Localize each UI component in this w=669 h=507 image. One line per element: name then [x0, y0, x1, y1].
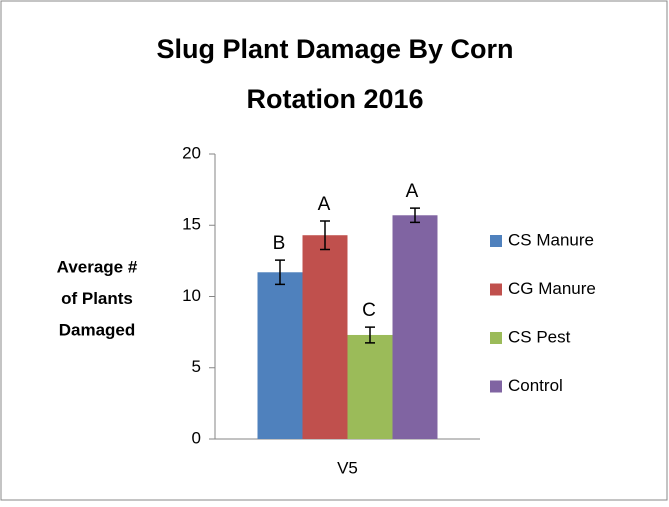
legend-label: CS Manure — [508, 230, 594, 249]
legend-swatch — [490, 380, 502, 393]
y-tick-label: 0 — [192, 428, 201, 447]
y-axis-label: Average # — [57, 257, 138, 276]
y-axis-label: Damaged — [59, 320, 136, 339]
error-bar — [275, 259, 285, 286]
annotation: C — [362, 300, 376, 321]
y-tick-label: 10 — [182, 286, 201, 305]
annotation: A — [406, 181, 419, 202]
y-axis-label: of Plants — [61, 289, 133, 308]
bar — [257, 272, 303, 439]
legend-swatch — [490, 332, 502, 344]
x-tick-label: V5 — [337, 458, 358, 477]
legend-swatch — [490, 283, 502, 296]
bar — [347, 334, 393, 439]
legend-swatch — [490, 235, 502, 247]
chart-title: Rotation 2016 — [246, 84, 423, 114]
y-tick-label: 5 — [192, 357, 201, 376]
error-bar — [365, 326, 375, 344]
chart-title: Slug Plant Damage By Corn — [156, 34, 513, 64]
error-bar — [320, 220, 330, 251]
bar — [392, 215, 438, 439]
annotation: B — [273, 233, 286, 254]
legend-label: CS Pest — [508, 327, 571, 346]
y-tick-label: 20 — [182, 143, 201, 162]
error-bar — [410, 207, 420, 224]
bar — [302, 235, 348, 439]
y-tick-label: 15 — [182, 215, 201, 234]
legend-label: Control — [508, 376, 563, 395]
annotation: A — [318, 194, 331, 215]
legend-label: CG Manure — [508, 279, 596, 298]
